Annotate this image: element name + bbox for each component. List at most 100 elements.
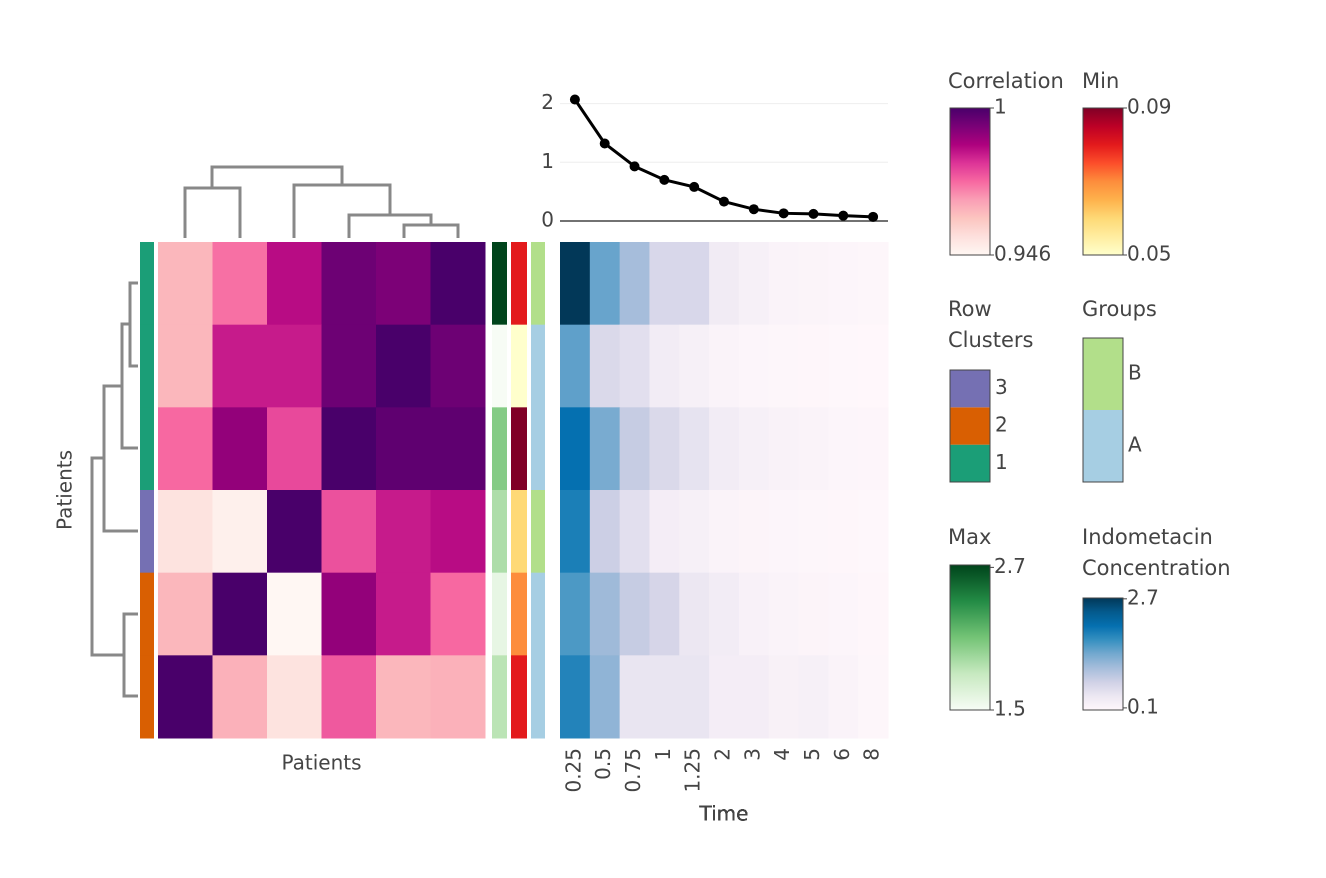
- heatmap-cell: [376, 324, 431, 408]
- annotation-cell: [492, 242, 507, 326]
- legend-frame: [949, 369, 991, 483]
- annotation-cell: [140, 324, 154, 408]
- heatmap-cell: [560, 655, 591, 739]
- heatmap-cell: [321, 572, 377, 656]
- heatmap-cell: [828, 324, 859, 408]
- heatmap-cell: [212, 324, 268, 408]
- heatmap-cell: [430, 655, 486, 739]
- point: [659, 174, 670, 185]
- heatmap-cell: [619, 407, 650, 491]
- colorbar: [949, 107, 991, 256]
- heatmap-cell: [321, 490, 377, 574]
- annotation-cell: [531, 490, 545, 574]
- x-tick-label: 6: [830, 748, 854, 761]
- x-axis-label: Time: [699, 802, 749, 826]
- point: [868, 211, 879, 222]
- heatmap-cell: [738, 242, 770, 326]
- point: [629, 161, 640, 172]
- legend-swatch: [950, 407, 990, 445]
- heatmap-cell: [679, 572, 710, 656]
- x-tick-label: 3: [740, 748, 764, 761]
- heatmap-cell: [589, 572, 621, 656]
- heatmap-cell: [430, 242, 486, 326]
- legend-title: Groups: [1082, 297, 1157, 321]
- legend-title: Min: [1082, 69, 1120, 93]
- heatmap-cell: [589, 490, 621, 574]
- heatmap-cell: [798, 242, 829, 326]
- heatmap-cell: [212, 490, 268, 574]
- heatmap-cell: [560, 324, 591, 408]
- heatmap-cell: [858, 490, 889, 574]
- annotation-cell: [511, 407, 527, 491]
- heatmap-cell: [267, 407, 322, 491]
- row-dendrogram: [90, 281, 138, 698]
- annotation-cell: [140, 572, 154, 656]
- heatmap-cell: [212, 407, 268, 491]
- heatmap-cell: [738, 324, 770, 408]
- x-tick-label: 0.25: [561, 748, 585, 793]
- annotation-cell: [140, 242, 154, 326]
- heatmap-cell: [798, 572, 829, 656]
- x-tick-label: 5: [800, 748, 824, 761]
- heatmap-cell: [376, 490, 431, 574]
- heatmap-cell: [158, 324, 213, 408]
- legend-label: B: [1128, 361, 1142, 385]
- heatmap-cell: [267, 490, 322, 574]
- x-axis-label: Time: [699, 802, 749, 826]
- heatmap-cell: [376, 572, 431, 656]
- heatmap-cell: [649, 407, 680, 491]
- heatmap-cell: [858, 324, 889, 408]
- x-tick-label: 0.75: [621, 748, 645, 793]
- annotation-cell: [531, 655, 545, 739]
- heatmap-cell: [158, 655, 213, 739]
- heatmap-cell: [589, 324, 621, 408]
- annotation-cell: [492, 407, 507, 491]
- annotation-cell: [531, 407, 545, 491]
- y-tick-label: 1: [541, 149, 554, 173]
- heatmap-cell: [738, 572, 770, 656]
- x-tick-label: 2: [711, 748, 735, 761]
- annotation-cell: [531, 572, 545, 656]
- heatmap-cell: [430, 490, 486, 574]
- annotation-cell: [140, 490, 154, 574]
- annotation-cell: [531, 242, 545, 326]
- x-axis-label: Time: [699, 802, 749, 826]
- legend-title: Max: [948, 525, 992, 549]
- heatmap-cell: [267, 655, 322, 739]
- heatmap-cell: [560, 572, 591, 656]
- x-tick-label: 1.25: [681, 748, 705, 793]
- x-tick-label: 0.5: [591, 748, 615, 780]
- heatmap-cell: [321, 655, 377, 739]
- legend-label: A: [1128, 433, 1142, 457]
- colorbar-tick-label: 0.1: [1127, 694, 1159, 718]
- legend-label: 2: [995, 413, 1008, 437]
- point: [808, 208, 819, 219]
- legend-frame: [1082, 337, 1124, 483]
- heatmap-cell: [738, 407, 770, 491]
- heatmap-cell: [738, 655, 770, 739]
- heatmap-cell: [158, 572, 213, 656]
- heatmap-cell: [828, 490, 859, 574]
- colorbar-tick-label: 0.05: [1127, 242, 1172, 266]
- heatmap-cell: [321, 407, 377, 491]
- heatmap-cell: [589, 242, 621, 326]
- column-dendrogram: [183, 165, 460, 238]
- annotation-cell: [492, 490, 507, 574]
- heatmap-cell: [376, 407, 431, 491]
- annotation-cell: [492, 655, 507, 739]
- heatmap-cell: [376, 242, 431, 326]
- x-tick-label: 1: [651, 748, 675, 761]
- point: [719, 196, 729, 207]
- point: [689, 181, 700, 192]
- heatmap-cell: [589, 407, 621, 491]
- heatmap-cell: [798, 490, 829, 574]
- annotation-cell: [140, 407, 154, 491]
- colorbar-tick-label: 1: [994, 95, 1007, 119]
- heatmap-cell: [267, 324, 322, 408]
- heatmap-cell: [560, 407, 591, 491]
- annotation-cell: [492, 572, 507, 656]
- heatmap-cell: [709, 655, 740, 739]
- heatmap-cell: [619, 242, 650, 326]
- heatmap-cell: [619, 655, 650, 739]
- x-tick-label: 8: [860, 748, 884, 761]
